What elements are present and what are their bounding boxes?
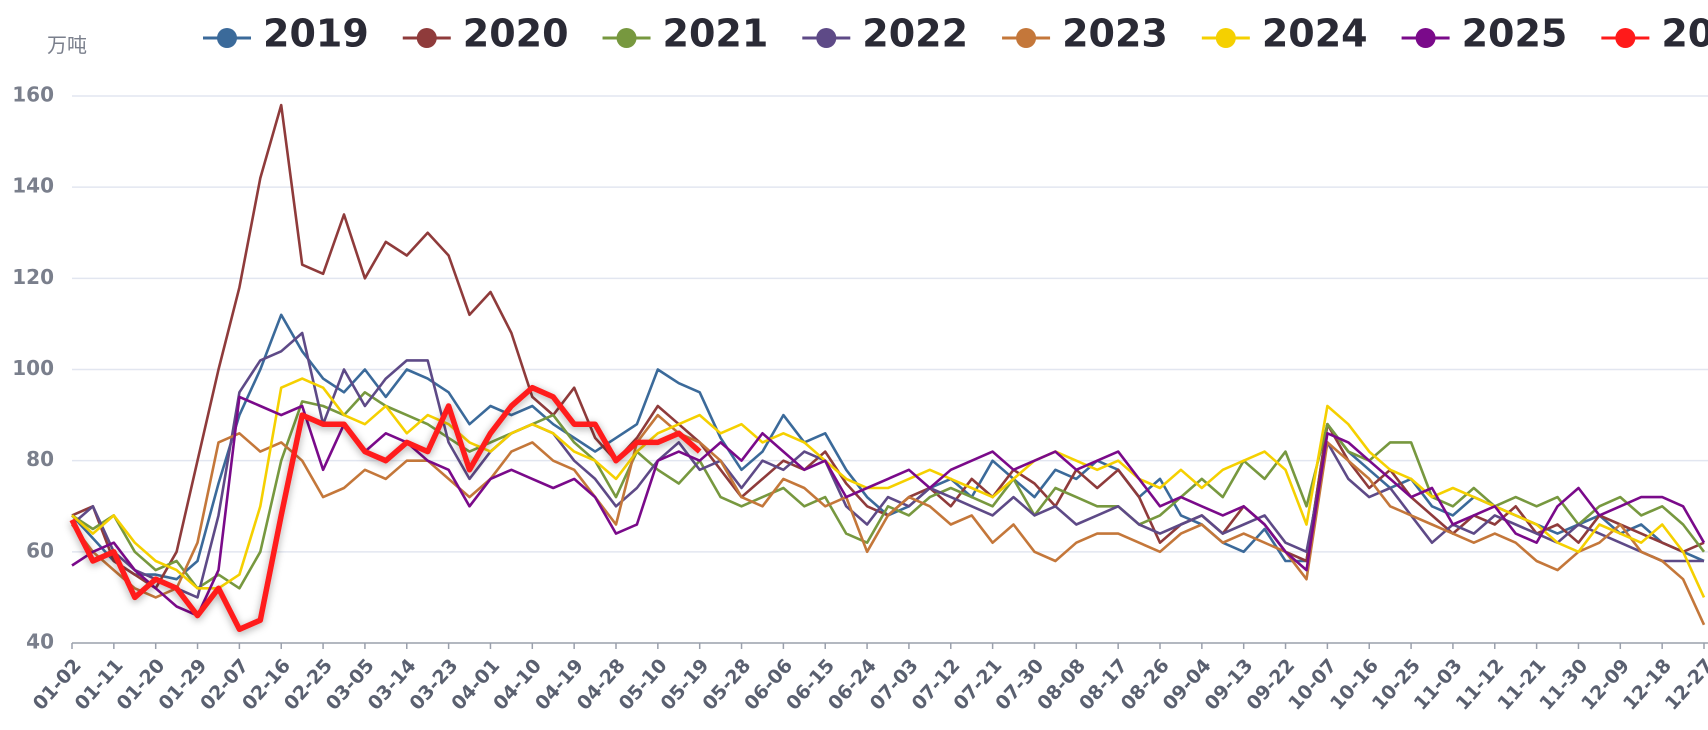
legend-label: 2019 bbox=[263, 12, 369, 56]
series-line bbox=[70, 413, 1706, 626]
series-line bbox=[69, 384, 702, 633]
legend-label: 2022 bbox=[862, 12, 968, 56]
legend-marker bbox=[1016, 28, 1037, 48]
y-tick-label: 60 bbox=[26, 538, 54, 562]
series-line bbox=[71, 331, 1704, 599]
legend-label: 2020 bbox=[463, 12, 569, 56]
legend-label: 2025 bbox=[1462, 12, 1568, 56]
legend-label: 2026 bbox=[1661, 12, 1708, 56]
y-tick-label: 140 bbox=[12, 174, 54, 198]
y-tick-label: 120 bbox=[12, 265, 54, 289]
legend-label: 2023 bbox=[1062, 12, 1168, 56]
legend: 2019 2020 2021 2022 2023 2024 2025 2026 bbox=[203, 12, 1708, 56]
legend-marker bbox=[1615, 28, 1636, 48]
y-tick-label: 80 bbox=[26, 447, 54, 471]
legend-marker bbox=[616, 28, 637, 48]
legend-marker bbox=[816, 28, 837, 48]
y-tick-label: 40 bbox=[26, 630, 54, 654]
legend-marker bbox=[416, 28, 437, 48]
series-line bbox=[71, 377, 1706, 598]
legend-label: 2021 bbox=[663, 12, 769, 56]
legend-marker bbox=[1415, 28, 1436, 48]
y-tick-label: 100 bbox=[12, 356, 54, 380]
y-tick-label: 160 bbox=[12, 83, 54, 107]
legend-marker bbox=[217, 28, 237, 48]
legend-label: 2024 bbox=[1262, 12, 1368, 56]
y-axis-unit: 万吨 bbox=[47, 33, 87, 57]
legend-marker bbox=[1215, 28, 1236, 48]
